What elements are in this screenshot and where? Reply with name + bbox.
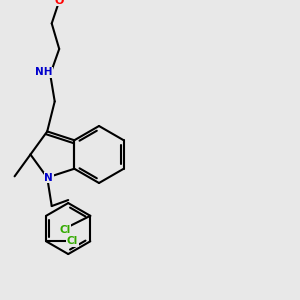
Text: NH: NH bbox=[35, 67, 52, 77]
Text: Cl: Cl bbox=[59, 225, 70, 235]
Text: Cl: Cl bbox=[67, 236, 78, 246]
Text: O: O bbox=[55, 0, 64, 6]
Text: N: N bbox=[44, 172, 53, 183]
